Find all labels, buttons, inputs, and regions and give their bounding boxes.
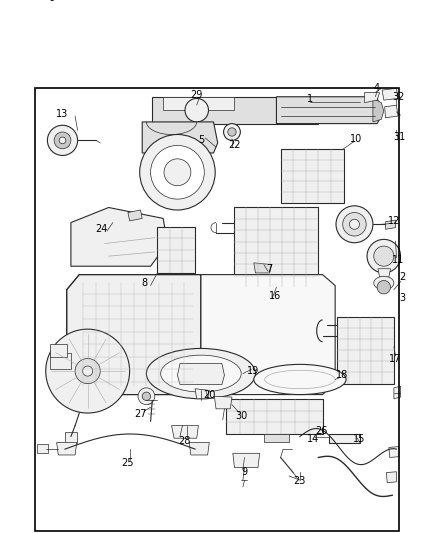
Polygon shape — [152, 97, 318, 124]
Polygon shape — [364, 93, 380, 103]
Polygon shape — [234, 207, 318, 287]
Polygon shape — [195, 389, 209, 399]
Circle shape — [59, 137, 66, 144]
Polygon shape — [142, 122, 218, 153]
Text: 29: 29 — [191, 90, 203, 100]
Polygon shape — [50, 344, 67, 357]
Circle shape — [367, 239, 401, 273]
Circle shape — [343, 213, 366, 236]
Circle shape — [168, 383, 175, 390]
Polygon shape — [157, 227, 195, 273]
Ellipse shape — [254, 365, 346, 394]
Ellipse shape — [374, 276, 394, 290]
Text: 9: 9 — [241, 467, 247, 477]
Polygon shape — [382, 88, 398, 100]
Circle shape — [377, 280, 391, 294]
Polygon shape — [373, 99, 384, 122]
Text: 10: 10 — [350, 134, 362, 144]
Polygon shape — [67, 274, 201, 394]
Polygon shape — [378, 269, 391, 277]
Polygon shape — [394, 386, 401, 399]
Circle shape — [114, 383, 120, 390]
Text: 7: 7 — [267, 264, 273, 274]
Polygon shape — [386, 472, 396, 483]
Polygon shape — [385, 105, 398, 118]
Polygon shape — [71, 207, 167, 266]
Polygon shape — [389, 447, 399, 457]
Text: 6: 6 — [49, 0, 55, 3]
Text: 4: 4 — [374, 83, 380, 93]
Text: 31: 31 — [394, 132, 406, 142]
Polygon shape — [254, 263, 272, 273]
Text: 27: 27 — [134, 409, 147, 419]
Polygon shape — [128, 210, 142, 221]
Text: 18: 18 — [336, 370, 348, 380]
Text: 20: 20 — [203, 390, 215, 400]
Polygon shape — [281, 149, 343, 203]
Text: 17: 17 — [389, 353, 402, 364]
Circle shape — [142, 392, 151, 400]
Text: 13: 13 — [57, 109, 69, 118]
Text: 1: 1 — [307, 94, 313, 104]
Circle shape — [185, 99, 208, 122]
Polygon shape — [214, 396, 232, 409]
Text: 16: 16 — [268, 290, 281, 301]
Text: 15: 15 — [353, 434, 365, 444]
Circle shape — [75, 359, 100, 384]
Text: 26: 26 — [315, 426, 328, 435]
Polygon shape — [177, 364, 224, 384]
Circle shape — [374, 246, 394, 266]
Text: 12: 12 — [388, 216, 400, 226]
Circle shape — [46, 329, 130, 413]
Polygon shape — [264, 434, 289, 442]
Text: 24: 24 — [96, 224, 108, 235]
Text: 2: 2 — [399, 272, 406, 282]
Text: 25: 25 — [121, 458, 133, 469]
Text: 14: 14 — [307, 434, 319, 444]
Text: 5: 5 — [198, 135, 204, 146]
Polygon shape — [201, 274, 335, 394]
Circle shape — [110, 379, 124, 393]
Circle shape — [138, 388, 155, 405]
Text: 28: 28 — [178, 435, 191, 446]
Polygon shape — [276, 97, 381, 124]
Polygon shape — [57, 442, 77, 455]
Circle shape — [228, 128, 236, 136]
Polygon shape — [247, 287, 281, 294]
Circle shape — [336, 206, 373, 243]
Circle shape — [165, 379, 178, 393]
Polygon shape — [337, 317, 394, 384]
Polygon shape — [172, 426, 198, 438]
Circle shape — [350, 219, 360, 229]
Polygon shape — [163, 97, 234, 110]
Circle shape — [47, 125, 78, 156]
Circle shape — [164, 159, 191, 185]
Text: 11: 11 — [392, 255, 404, 265]
Polygon shape — [65, 432, 77, 443]
Circle shape — [54, 132, 71, 149]
Circle shape — [151, 146, 204, 199]
Text: 19: 19 — [247, 366, 259, 376]
Text: 22: 22 — [228, 140, 241, 150]
Text: 3: 3 — [399, 293, 405, 303]
Circle shape — [223, 124, 240, 140]
Polygon shape — [37, 444, 48, 453]
Polygon shape — [226, 399, 322, 434]
Text: 32: 32 — [392, 92, 404, 102]
Text: 8: 8 — [141, 278, 148, 288]
Text: 30: 30 — [235, 410, 247, 421]
Polygon shape — [329, 434, 360, 443]
Polygon shape — [233, 453, 260, 467]
Circle shape — [83, 366, 93, 376]
Polygon shape — [50, 353, 71, 369]
Polygon shape — [189, 442, 209, 455]
Text: 23: 23 — [294, 476, 306, 486]
Circle shape — [140, 134, 215, 210]
Polygon shape — [385, 220, 396, 229]
Ellipse shape — [146, 349, 255, 399]
Ellipse shape — [161, 355, 241, 392]
